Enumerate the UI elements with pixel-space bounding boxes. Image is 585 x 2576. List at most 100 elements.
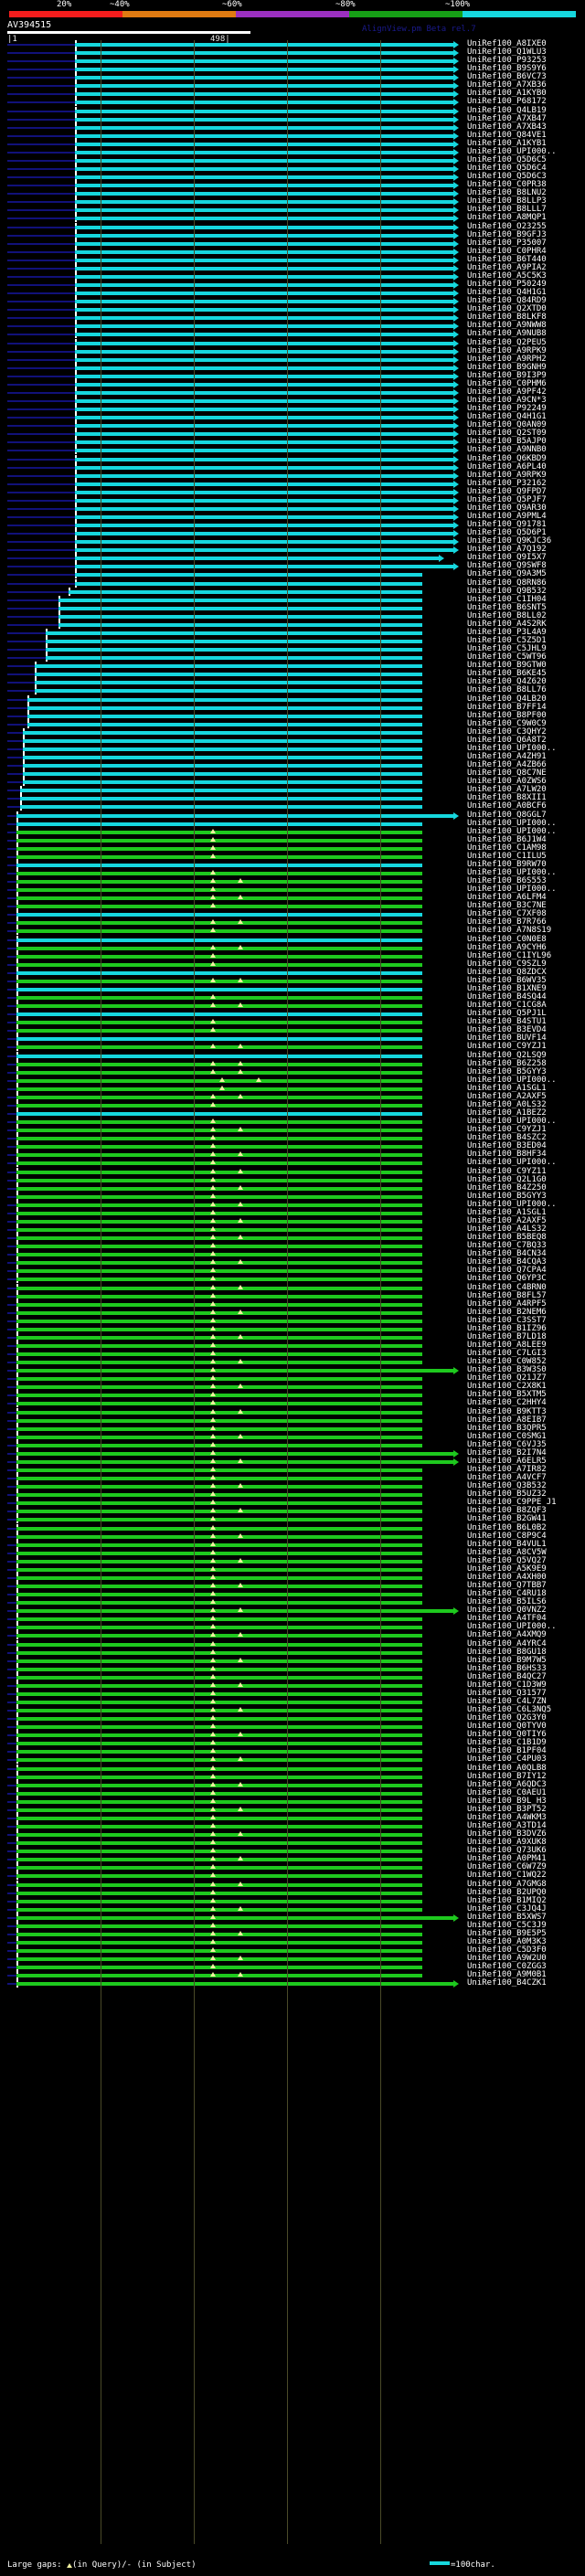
subject-id-label[interactable]: UniRef100_A5K9E9: [467, 1564, 547, 1574]
subject-id-label[interactable]: UniRef100_Q1WLU3: [467, 48, 547, 58]
hsp-bar[interactable]: [16, 1709, 422, 1713]
subject-id-label[interactable]: UniRef100_B1IZ96: [467, 1323, 547, 1333]
hsp-bar[interactable]: [16, 1286, 422, 1290]
alignment-row[interactable]: UniRef100_C1WQ22: [0, 1871, 585, 1881]
subject-id-label[interactable]: UniRef100_C1B1D9: [467, 1738, 547, 1748]
subject-id-label[interactable]: UniRef100_P3L4A9: [467, 627, 547, 637]
alignment-row[interactable]: UniRef100_UPI000..: [0, 1200, 585, 1209]
subject-id-label[interactable]: UniRef100_B8GU18: [467, 1647, 547, 1657]
subject-id-label[interactable]: UniRef100_A1SGL1: [467, 1207, 547, 1217]
hsp-bar[interactable]: [75, 76, 453, 80]
alignment-row[interactable]: UniRef100_A6ELR5: [0, 1457, 585, 1466]
hsp-bar[interactable]: [75, 324, 453, 329]
alignment-row[interactable]: UniRef100_A5K9E9: [0, 1564, 585, 1574]
hsp-bar[interactable]: [20, 797, 422, 801]
subject-id-label[interactable]: UniRef100_Q5PJ1L: [467, 1009, 547, 1019]
subject-id-label[interactable]: UniRef100_UPI000..: [467, 826, 557, 836]
subject-id-label[interactable]: UniRef100_Q2L1G0: [467, 1174, 547, 1184]
subject-id-label[interactable]: UniRef100_C4BRN0: [467, 1282, 547, 1292]
subject-id-label[interactable]: UniRef100_C8P9C4: [467, 1531, 547, 1541]
hsp-bar[interactable]: [16, 1261, 422, 1266]
subject-id-label[interactable]: UniRef100_Q84RD9: [467, 296, 547, 306]
hsp-bar[interactable]: [75, 300, 453, 304]
hsp-bar[interactable]: [16, 1659, 422, 1663]
hsp-bar[interactable]: [16, 1459, 453, 1464]
alignment-row[interactable]: UniRef100_Q6YP3C: [0, 1274, 585, 1284]
subject-id-label[interactable]: UniRef100_A4ZH91: [467, 752, 547, 762]
subject-id-label[interactable]: UniRef100_C6VJ35: [467, 1439, 547, 1449]
alignment-row[interactable]: UniRef100_Q8C7NE: [0, 769, 585, 779]
subject-id-label[interactable]: UniRef100_C1IYL96: [467, 950, 552, 960]
alignment-row[interactable]: UniRef100_A9PF42: [0, 387, 585, 397]
alignment-row[interactable]: UniRef100_A8LEE9: [0, 1341, 585, 1350]
subject-id-label[interactable]: UniRef100_B9L_H3: [467, 1796, 547, 1806]
alignment-row[interactable]: UniRef100_C9W0C9: [0, 718, 585, 728]
hsp-bar[interactable]: [75, 333, 453, 337]
hsp-bar[interactable]: [16, 1037, 422, 1042]
alignment-row[interactable]: UniRef100_A6PL40: [0, 462, 585, 472]
alignment-row[interactable]: UniRef100_B6VC73: [0, 72, 585, 82]
hsp-bar[interactable]: [27, 705, 422, 710]
alignment-row[interactable]: UniRef100_C6VJ35: [0, 1439, 585, 1449]
alignment-row[interactable]: UniRef100_C1IH04: [0, 595, 585, 604]
alignment-row[interactable]: UniRef100_Q0TIY6: [0, 1730, 585, 1740]
hsp-bar[interactable]: [23, 738, 422, 743]
alignment-row[interactable]: UniRef100_B6L0B2: [0, 1523, 585, 1532]
hsp-bar[interactable]: [75, 184, 453, 188]
alignment-row[interactable]: UniRef100_B8FL57: [0, 1291, 585, 1300]
subject-id-label[interactable]: UniRef100_B6T440: [467, 254, 547, 264]
hsp-bar[interactable]: [16, 880, 422, 885]
alignment-row[interactable]: UniRef100_A8CV5W: [0, 1548, 585, 1557]
alignment-row[interactable]: UniRef100_B2NEM6: [0, 1308, 585, 1317]
hsp-bar[interactable]: [75, 366, 453, 370]
alignment-row[interactable]: UniRef100_UPI000..: [0, 1622, 585, 1632]
alignment-row[interactable]: UniRef100_A1SGL1: [0, 1207, 585, 1217]
subject-id-label[interactable]: UniRef100_B5AJP0: [467, 437, 547, 447]
alignment-row[interactable]: UniRef100_B6KE45: [0, 669, 585, 679]
alignment-row[interactable]: UniRef100_B8LLL7: [0, 205, 585, 215]
subject-id-label[interactable]: UniRef100_C2X8K1: [467, 1382, 547, 1392]
subject-id-label[interactable]: UniRef100_Q91781: [467, 520, 547, 530]
alignment-row[interactable]: UniRef100_B8LL02: [0, 611, 585, 620]
subject-id-label[interactable]: UniRef100_Q2PEU5: [467, 337, 547, 347]
subject-id-label[interactable]: UniRef100_Q21JZ7: [467, 1373, 547, 1383]
hsp-bar[interactable]: [16, 1352, 422, 1357]
alignment-row[interactable]: UniRef100_B8LLP3: [0, 196, 585, 207]
subject-id-label[interactable]: UniRef100_B9RW70: [467, 859, 547, 869]
alignment-row[interactable]: UniRef100_Q7TBB7: [0, 1581, 585, 1591]
subject-id-label[interactable]: UniRef100_B4CZK1: [467, 1978, 547, 1988]
subject-id-label[interactable]: UniRef100_A0PM41: [467, 1854, 547, 1864]
subject-id-label[interactable]: UniRef100_A9NUB8: [467, 329, 547, 339]
hsp-bar[interactable]: [75, 200, 453, 205]
hsp-bar[interactable]: [16, 1559, 422, 1564]
hsp-bar[interactable]: [16, 1485, 422, 1489]
subject-id-label[interactable]: UniRef100_C9W0C9: [467, 718, 547, 728]
hsp-bar[interactable]: [46, 640, 422, 644]
alignment-row[interactable]: UniRef100_A9CN*3: [0, 396, 585, 405]
alignment-row[interactable]: UniRef100_B3EVD4: [0, 1025, 585, 1035]
hsp-bar[interactable]: [16, 1924, 422, 1928]
subject-id-label[interactable]: UniRef100_Q5D6P1: [467, 528, 547, 538]
subject-id-label[interactable]: UniRef100_Q73UK6: [467, 1846, 547, 1856]
alignment-row[interactable]: UniRef100_A9XUK8: [0, 1838, 585, 1848]
hsp-bar[interactable]: [16, 1203, 422, 1207]
hsp-bar[interactable]: [16, 1410, 422, 1415]
alignment-row[interactable]: UniRef100_C0SMG1: [0, 1432, 585, 1441]
subject-id-label[interactable]: UniRef100_B6S553: [467, 876, 547, 886]
alignment-row[interactable]: UniRef100_O23255: [0, 222, 585, 231]
hsp-bar[interactable]: [16, 1758, 422, 1763]
alignment-row[interactable]: UniRef100_B4Z250: [0, 1183, 585, 1193]
hsp-bar[interactable]: [16, 1045, 422, 1050]
hsp-bar[interactable]: [16, 905, 422, 909]
alignment-row[interactable]: UniRef100_B5BEQ8: [0, 1233, 585, 1243]
subject-id-label[interactable]: UniRef100_A9W2U0: [467, 1954, 547, 1964]
alignment-row[interactable]: UniRef100_Q4H1G1: [0, 412, 585, 422]
alignment-row[interactable]: UniRef100_C3QHY2: [0, 727, 585, 737]
hsp-bar[interactable]: [75, 192, 453, 196]
alignment-row[interactable]: UniRef100_B2I7N4: [0, 1448, 585, 1458]
hsp-bar[interactable]: [16, 1343, 422, 1348]
alignment-row[interactable]: UniRef100_A3TD14: [0, 1821, 585, 1831]
alignment-row[interactable]: UniRef100_Q2LSQ9: [0, 1051, 585, 1060]
hsp-bar[interactable]: [75, 498, 453, 503]
subject-id-label[interactable]: UniRef100_A9NWW8: [467, 321, 547, 331]
